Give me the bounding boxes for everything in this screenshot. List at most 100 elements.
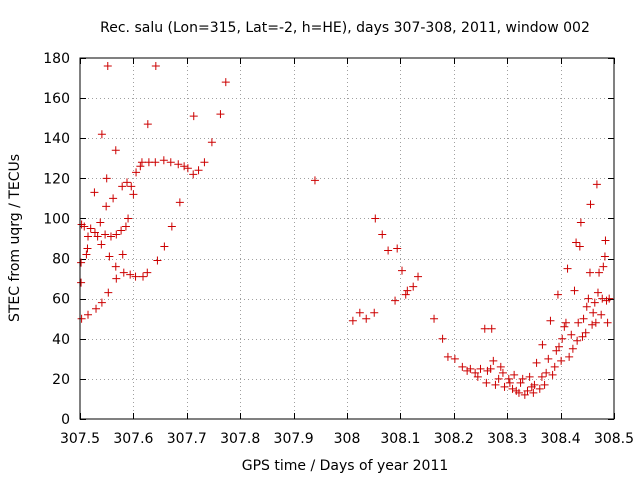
data-point xyxy=(136,162,145,171)
data-point xyxy=(159,156,168,165)
data-point xyxy=(518,374,527,383)
data-point xyxy=(207,138,216,147)
data-point xyxy=(567,330,576,339)
data-point xyxy=(143,120,152,129)
data-point xyxy=(516,378,525,387)
data-point xyxy=(443,352,452,361)
data-point xyxy=(124,214,133,223)
data-point xyxy=(151,158,160,167)
data-point xyxy=(371,214,380,223)
data-point xyxy=(401,290,410,299)
data-point xyxy=(101,230,110,239)
data-point xyxy=(600,252,609,261)
data-point xyxy=(348,316,357,325)
data-point xyxy=(393,244,402,253)
data-point xyxy=(96,218,105,227)
data-point xyxy=(548,370,557,379)
x-tick-label: 308.5 xyxy=(594,431,634,447)
data-point xyxy=(84,310,93,319)
data-point xyxy=(565,352,574,361)
data-point xyxy=(355,308,364,317)
data-point xyxy=(605,294,614,303)
data-point xyxy=(117,226,126,235)
data-point xyxy=(143,268,152,277)
data-point xyxy=(542,368,551,377)
data-point xyxy=(200,158,209,167)
x-tick-label: 307.9 xyxy=(274,431,314,447)
plot-frame xyxy=(79,57,615,420)
data-point xyxy=(102,174,111,183)
data-point xyxy=(80,222,89,231)
data-points xyxy=(77,62,614,399)
data-point xyxy=(473,372,482,381)
data-point xyxy=(112,274,121,283)
data-point xyxy=(584,294,593,303)
data-point xyxy=(538,340,547,349)
data-point xyxy=(572,238,581,247)
y-tick-label: 20 xyxy=(52,372,70,388)
data-point xyxy=(86,224,95,233)
data-point xyxy=(174,160,183,169)
data-point xyxy=(504,374,513,383)
data-point xyxy=(535,384,544,393)
data-point xyxy=(97,298,106,307)
grid-lines xyxy=(80,58,614,419)
data-point xyxy=(77,314,86,323)
data-point xyxy=(466,364,475,373)
data-point xyxy=(557,356,566,365)
data-point xyxy=(599,262,608,271)
data-point xyxy=(514,388,523,397)
y-tick-label: 100 xyxy=(43,211,70,227)
data-point xyxy=(573,336,582,345)
data-point xyxy=(581,328,590,337)
data-point xyxy=(384,246,393,255)
data-point xyxy=(544,354,553,363)
data-point xyxy=(553,290,562,299)
data-point xyxy=(496,362,505,371)
data-point xyxy=(97,130,106,139)
data-point xyxy=(529,388,538,397)
data-point xyxy=(139,272,148,281)
x-tick-label: 308.4 xyxy=(541,431,581,447)
data-point xyxy=(118,182,127,191)
data-point xyxy=(537,372,546,381)
data-point xyxy=(430,314,439,323)
data-point xyxy=(561,318,570,327)
data-point xyxy=(505,378,514,387)
data-point xyxy=(167,222,176,231)
data-point xyxy=(530,380,539,389)
data-point xyxy=(568,344,577,353)
x-tick-label: 307.7 xyxy=(167,431,207,447)
data-point xyxy=(540,380,549,389)
data-point xyxy=(576,218,585,227)
y-tick-label: 60 xyxy=(52,292,70,308)
data-point xyxy=(118,250,127,259)
data-point xyxy=(601,236,610,245)
data-point xyxy=(111,262,120,271)
data-point xyxy=(598,294,607,303)
data-point xyxy=(105,252,114,261)
y-tick-label: 0 xyxy=(61,412,70,428)
data-point xyxy=(595,268,604,277)
x-tick-label: 308.2 xyxy=(434,431,474,447)
data-point xyxy=(84,232,93,241)
data-point xyxy=(546,316,555,325)
data-point xyxy=(525,372,534,381)
x-tick-label: 308.3 xyxy=(487,431,527,447)
data-point xyxy=(508,384,517,393)
data-point xyxy=(97,240,106,249)
data-point xyxy=(523,386,532,395)
data-point xyxy=(216,110,225,119)
data-point xyxy=(597,310,606,319)
data-point xyxy=(578,332,587,341)
data-point xyxy=(378,230,387,239)
data-point xyxy=(483,366,492,375)
x-tick-label: 308 xyxy=(334,431,361,447)
data-point xyxy=(160,242,169,251)
data-point xyxy=(221,78,230,87)
data-point xyxy=(510,370,519,379)
data-point xyxy=(476,364,485,373)
data-point xyxy=(137,158,146,167)
data-point xyxy=(166,158,175,167)
